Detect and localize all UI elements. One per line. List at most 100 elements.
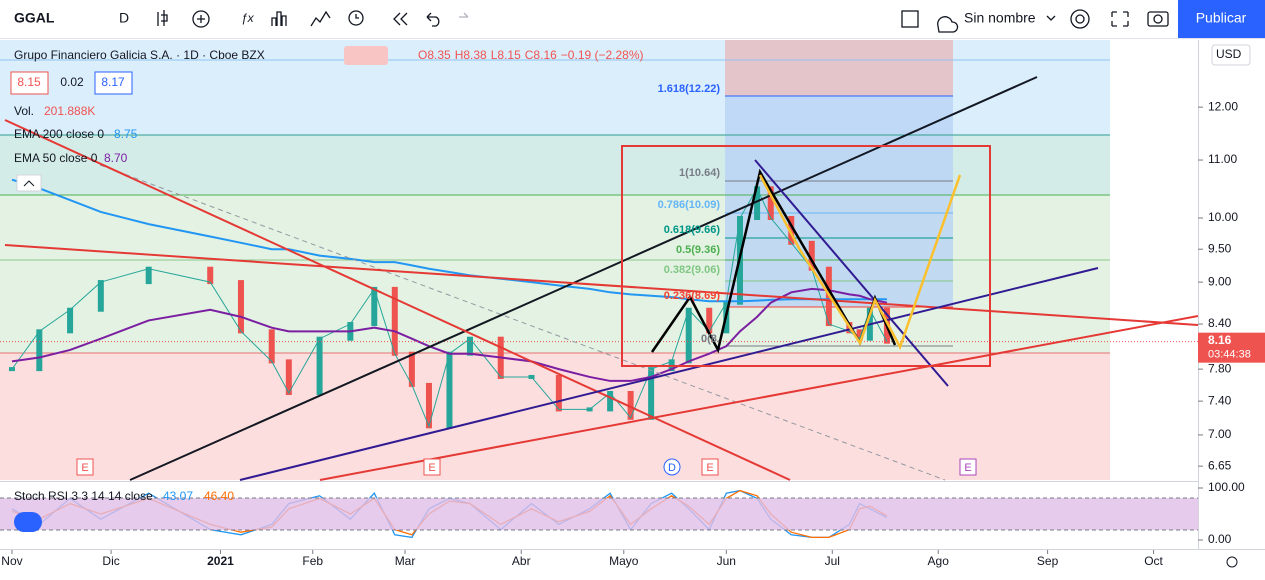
price-tag-value: 8.16: [1208, 333, 1232, 347]
currency-button[interactable]: [1211, 44, 1251, 66]
event-label: E: [964, 462, 971, 474]
candle: [446, 351, 453, 429]
ema200-value: 8.75: [114, 127, 138, 141]
candle: [67, 307, 74, 334]
ema200-name: EMA 200 close 0: [14, 127, 104, 141]
settings-icon[interactable]: [1226, 556, 1238, 568]
stoch-pane: Stoch RSI 3 3 14 14 close 43.07 46.40: [0, 481, 1198, 532]
candle: [607, 390, 614, 412]
candle: [856, 329, 863, 341]
y-tick-label: 9.00: [1208, 274, 1232, 288]
ohlc-value: −0.19 (−2.28%): [561, 48, 644, 62]
volume-label: Vol.: [14, 104, 34, 118]
publish-label[interactable]: Publicar: [1196, 10, 1247, 26]
candle: [316, 336, 323, 395]
layout-name[interactable]: Sin nombre: [964, 10, 1036, 26]
drawings: [4, 76, 1199, 481]
event-marker[interactable]: [663, 458, 681, 476]
price-line: [11, 187, 888, 428]
candle: [145, 266, 152, 285]
stoch-tick-label: 0.00: [1208, 532, 1232, 546]
x-tick-label: Abr: [512, 554, 531, 568]
y-tick-label: 7.00: [1208, 427, 1232, 441]
flag[interactable]: [344, 46, 388, 65]
fib-label: 1.618(12.22): [658, 83, 721, 95]
background-zones: [0, 40, 1110, 480]
x-tick-label: Feb: [302, 554, 323, 568]
ohlc-value: H8.38: [455, 48, 487, 62]
x-tick-label: Mayo: [609, 554, 639, 568]
y-tick-label: 7.80: [1208, 361, 1232, 375]
fib-label: 0.618(9.66): [664, 224, 721, 236]
spread: 0.02: [60, 75, 84, 89]
candle: [207, 266, 214, 285]
stoch-tick-label: 100.00: [1208, 480, 1245, 494]
candle: [627, 390, 634, 420]
x-tick-label: Mar: [395, 554, 416, 568]
ohlc-value: C8.16: [525, 48, 557, 62]
candle: [648, 367, 655, 420]
candle: [754, 186, 761, 221]
fib-label: 0.236(8.69): [664, 290, 721, 302]
candle: [425, 382, 432, 429]
event-marker: [959, 458, 977, 476]
price-tag-countdown: 03:44:38: [1208, 349, 1251, 361]
candle: [767, 186, 774, 221]
x-tick-label: 2021: [207, 554, 234, 568]
symbol[interactable]: GGAL: [14, 10, 55, 26]
volume-value: 201.888K: [44, 104, 95, 118]
x-tick-label: Oct: [1144, 554, 1163, 568]
ask: 8.17: [101, 75, 125, 89]
fib-label: 0.5(9.36): [676, 244, 720, 256]
candle: [371, 286, 378, 327]
bid: 8.15: [17, 75, 41, 89]
fib-label: 0.786(10.09): [658, 199, 721, 211]
candle: [466, 336, 473, 356]
candle: [555, 374, 562, 412]
event-label: E: [706, 462, 713, 474]
candle: [97, 280, 104, 312]
fx-icon[interactable]: ƒx: [241, 11, 255, 25]
event-label: D: [668, 462, 676, 474]
publish-button[interactable]: [1178, 0, 1265, 38]
ohlc-value: O8.35: [418, 48, 451, 62]
candle: [36, 329, 43, 372]
price-axis: USD: [1198, 40, 1265, 550]
event-marker: [701, 458, 719, 476]
toolbar-icons[interactable]: [157, 9, 1169, 33]
candle: [391, 286, 398, 356]
y-tick-label: 9.50: [1208, 241, 1232, 255]
ema50-value: 8.70: [104, 151, 128, 165]
y-tick-label: 6.65: [1208, 458, 1232, 472]
y-tick-label: 7.40: [1208, 393, 1232, 407]
event-marker: [423, 458, 441, 476]
ema-line: [11, 287, 888, 382]
chart-title: Grupo Financiero Galicia S.A. · 1D · Cbo…: [14, 48, 265, 62]
candle: [808, 240, 815, 271]
interval[interactable]: D: [119, 10, 129, 26]
stoch-name: Stoch RSI 3 3 14 14 close: [14, 489, 153, 503]
candle: [408, 351, 415, 387]
x-tick-label: Ago: [928, 554, 950, 568]
ohlc-value: L8.15: [491, 48, 521, 62]
y-tick-label: 11.00: [1208, 152, 1237, 166]
fib-label: 1(10.64): [679, 167, 720, 179]
currency[interactable]: USD: [1216, 47, 1242, 61]
stoch-k-value: 43.07: [163, 489, 193, 503]
event-marker: [76, 458, 94, 476]
fib-labels: 1.618(12.22) 1(10.64) 0.786(10.09) 0.618(9.…: [76, 83, 977, 476]
y-tick-label: 12.00: [1208, 99, 1238, 113]
fib-label: 0(8.: [701, 333, 720, 345]
x-tick-label: Sep: [1037, 554, 1059, 568]
candle: [706, 307, 713, 334]
x-tick-label: Nov: [1, 554, 22, 568]
y-tick-label: 10.00: [1208, 210, 1238, 224]
candle: [237, 280, 244, 334]
candle: [788, 216, 795, 245]
candle: [685, 307, 692, 364]
price-tag: [1198, 332, 1265, 363]
ema50-name: EMA 50 close 0: [14, 151, 98, 165]
legend: Grupo Financiero Galicia S.A. · 1D · Cbo…: [10, 46, 644, 192]
